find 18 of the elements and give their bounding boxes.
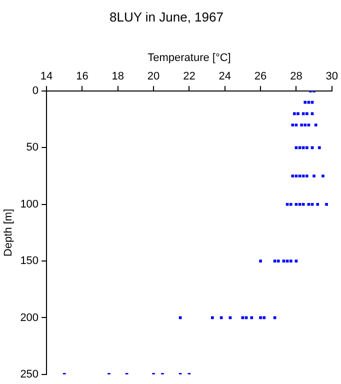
x-tick-label: 28	[290, 70, 302, 82]
y-axis-title: Depth [m]	[2, 208, 15, 257]
x-tick-label: 30	[326, 70, 338, 82]
chart-title: 8LUY in June, 1967	[110, 9, 224, 24]
x-tick-label: 16	[76, 70, 88, 82]
x-tick-label: 20	[147, 70, 160, 82]
x-tick-label: 24	[218, 70, 232, 82]
x-axis-title: Temperature [°C]	[148, 52, 231, 64]
x-tick-label: 26	[254, 70, 267, 82]
y-tick-label: 150	[20, 255, 39, 268]
y-tick-label: 0	[32, 85, 39, 98]
y-tick-label: 200	[20, 312, 39, 324]
x-tick-label: 14	[40, 70, 53, 82]
y-tick-label: 50	[26, 142, 39, 154]
x-tick-label: 22	[183, 70, 196, 82]
y-tick-label: 250	[20, 368, 39, 380]
x-tick-label: 18	[112, 70, 124, 82]
y-tick-label: 100	[20, 198, 39, 210]
